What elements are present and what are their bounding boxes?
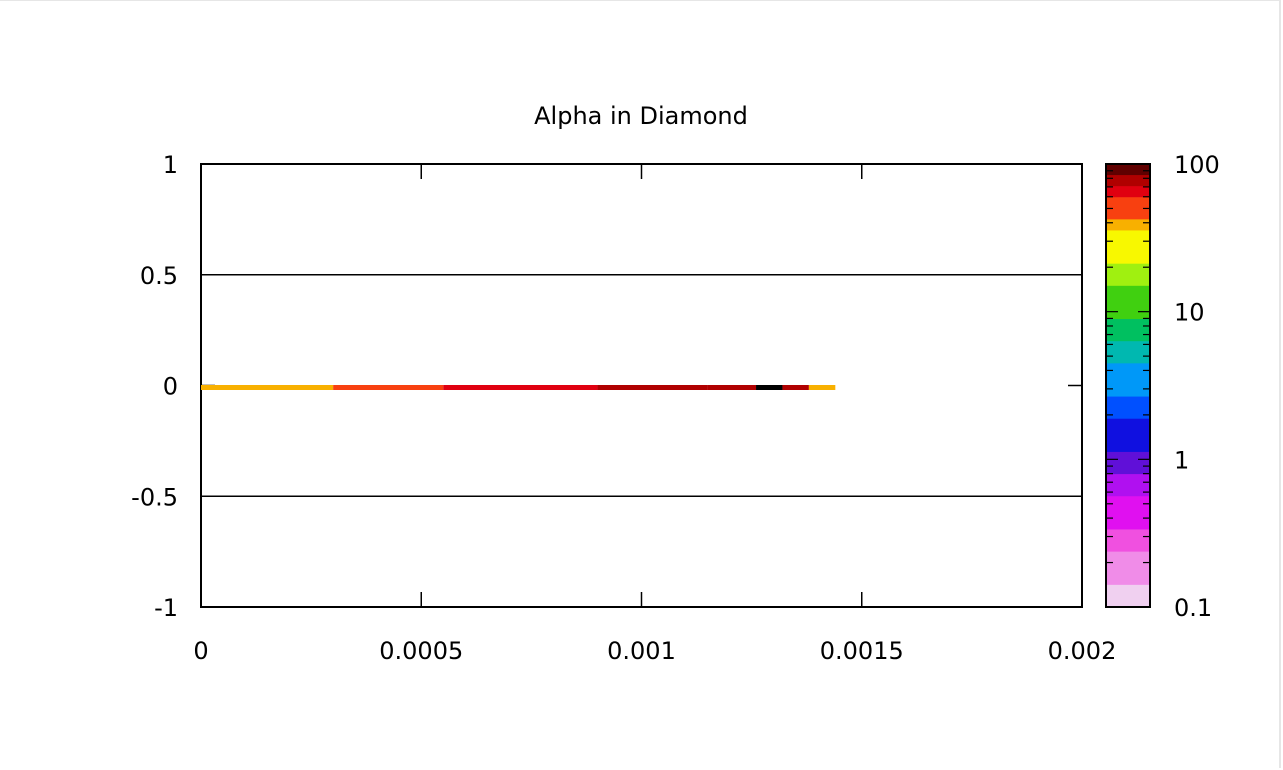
chart-title: Alpha in Diamond [534, 102, 748, 130]
y-tick-label: -0.5 [131, 483, 178, 511]
x-tick-label: 0.001 [607, 637, 676, 665]
colorbar-band [1106, 341, 1150, 353]
colorbar-band [1106, 330, 1150, 342]
colorbar-band [1106, 186, 1150, 198]
colorbar-band [1106, 463, 1150, 475]
colorbar-band [1106, 363, 1150, 376]
colorbar-band [1106, 197, 1150, 209]
colorbar-band [1106, 241, 1150, 254]
colorbar-tick-label: 0.1 [1174, 594, 1212, 622]
colorbar-tick-label: 100 [1174, 151, 1220, 179]
colorbar-band [1106, 551, 1150, 564]
colorbar-band [1106, 296, 1150, 309]
data-segment [782, 385, 809, 390]
data-segment [756, 385, 783, 390]
colorbar-band [1106, 485, 1150, 497]
data-segment [707, 385, 757, 390]
colorbar-band [1106, 175, 1150, 187]
y-tick-label: 0 [163, 373, 178, 401]
colorbar-band [1106, 285, 1150, 298]
colorbar-band [1106, 263, 1150, 276]
y-tick-label: 1 [163, 151, 178, 179]
colorbar-band [1106, 274, 1150, 287]
plot-area: 1 0.5 0 -0.5 -1 0 0.0005 0.001 0.0015 0.002 [131, 151, 1116, 665]
colorbar-band [1106, 352, 1150, 364]
colorbar-band [1106, 407, 1150, 420]
colorbar-tick-label: 1 [1174, 446, 1189, 474]
colorbar-band [1106, 319, 1150, 331]
data-segment [808, 385, 836, 390]
data-segment [597, 385, 708, 390]
x-tick-label: 0 [193, 637, 208, 665]
colorbar-band [1106, 496, 1150, 508]
colorbar-frame [1105, 163, 1151, 608]
colorbar-band [1106, 418, 1150, 431]
colorbar-band [1106, 252, 1150, 265]
colorbar-band [1106, 307, 1150, 320]
colorbar-band [1106, 230, 1150, 243]
colorbar-band [1106, 219, 1150, 232]
colorbar-tick-label: 10 [1174, 299, 1205, 327]
data-segment [201, 385, 334, 390]
colorbar-band [1106, 529, 1150, 542]
x-tick-label: 0.002 [1048, 637, 1117, 665]
y-tick-label: -1 [154, 594, 178, 622]
colorbar-band [1106, 385, 1150, 398]
colorbar-band [1106, 562, 1150, 575]
colorbar-band [1106, 451, 1150, 464]
colorbar-band [1106, 440, 1150, 453]
x-tick-label: 0.0015 [820, 637, 904, 665]
colorbar-band [1106, 540, 1150, 553]
colorbar-band [1106, 595, 1150, 608]
colorbar-band [1106, 518, 1150, 531]
colorbar-band [1106, 573, 1150, 586]
x-tick-label: 0.0005 [379, 637, 463, 665]
colorbar: 100 10 1 0.1 [1105, 151, 1220, 622]
data-segment [443, 385, 598, 390]
colorbar-band [1106, 584, 1150, 597]
colorbar-band [1106, 374, 1150, 387]
colorbar-band [1106, 507, 1150, 519]
colorbar-band [1106, 429, 1150, 442]
colorbar-band [1106, 474, 1150, 486]
colorbar-band [1106, 208, 1150, 220]
y-tick-label: 0.5 [140, 262, 178, 290]
data-segment [333, 385, 444, 390]
colorbar-band [1106, 396, 1150, 409]
colorbar-band [1106, 164, 1150, 176]
